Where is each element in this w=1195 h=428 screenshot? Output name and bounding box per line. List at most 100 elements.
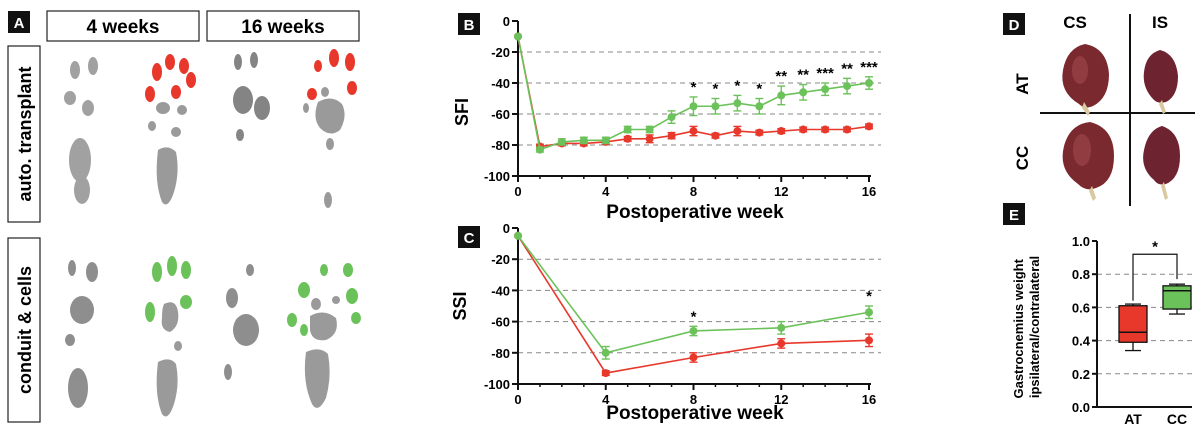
chart-b-data-point: [645, 134, 654, 143]
chart-e-ylabel-line-2: ipsilateral/contralateral: [1027, 256, 1042, 398]
chart-b-data-point: [623, 125, 632, 134]
chart-e-significance-bracket: [1132, 253, 1178, 301]
chart-c-y-tick-label: -60: [491, 315, 510, 330]
chart-b-data-point: [777, 127, 786, 136]
row-label-box-1: [7, 45, 41, 223]
chart-b-significance-marker: ***: [860, 59, 878, 76]
row-label-box-2: [7, 237, 41, 423]
chart-c-y-tick-label: -80: [491, 346, 510, 361]
chart-e-y-tick-label: 0.8: [1072, 267, 1090, 282]
chart-b-significance-marker: *: [691, 79, 697, 96]
chart-b-x-tick-label: 0: [514, 184, 521, 199]
row-label-conduit-cells: conduit & cells: [15, 266, 35, 394]
chart-c-ylabel: SSI: [450, 291, 470, 320]
footprint-silhouette-at-4w: [145, 54, 196, 205]
panel-a-letter: A: [14, 15, 25, 32]
chart-c-significance-marker: *: [866, 288, 872, 305]
chart-b-data-point: [711, 102, 720, 111]
chart-b-data-point: [645, 125, 654, 134]
footprint-silhouette-at-16w: [303, 49, 357, 208]
chart-e-x-tick-label: CC: [1167, 411, 1187, 427]
chart-b-significance-marker: ***: [816, 65, 834, 82]
chart-c-data-point: [777, 323, 786, 332]
chart-b-data-point: [711, 131, 720, 140]
chart-c-data-point: [689, 353, 698, 362]
chart-c-data-point: [601, 348, 610, 357]
chart-b-data-point: [755, 102, 764, 111]
chart-e: E Gastrocnemius weight ipsilateral/contr…: [1003, 203, 1192, 427]
chart-b-data-point: [865, 122, 873, 131]
footprint-silhouette-cc-4w: [145, 256, 192, 417]
footprint-ink-cc-4w: [65, 260, 98, 408]
footprint-ink-cc-16w: [224, 264, 259, 380]
chart-b-y-tick-label: -40: [491, 76, 510, 91]
chart-b-data-point: [799, 88, 808, 97]
panel-c-letter: C: [464, 230, 475, 247]
footprint-ink-at-16w: [233, 52, 270, 141]
chart-b-data-point: [601, 136, 610, 145]
chart-e-y-tick-label: 0.0: [1072, 400, 1090, 415]
chart-c-significance-marker: *: [691, 308, 697, 325]
col-label-is: IS: [1152, 13, 1168, 32]
chart-b-data-point: [733, 127, 742, 136]
chart-b-data-point: [579, 136, 588, 145]
chart-b-data-point: [821, 125, 830, 134]
chart-b-data-point: [689, 127, 698, 136]
chart-b-y-tick-label: -20: [491, 45, 510, 60]
chart-b-data-point: [514, 32, 522, 41]
chart-b-data-point: [799, 125, 808, 134]
panel-e-tag: E: [1003, 203, 1025, 225]
chart-c-data-point: [777, 339, 786, 348]
chart-c-y-tick-label: -100: [484, 377, 510, 392]
row-label-at: AT: [1013, 73, 1032, 95]
chart-e-y-tick-label: 0.6: [1072, 300, 1090, 315]
col-header-16-weeks: 16 weeks: [241, 17, 324, 38]
row-label-auto-transplant: auto. transplant: [15, 66, 35, 201]
panel-e-letter: E: [1009, 207, 1019, 224]
col-header-box-16w: [206, 10, 360, 42]
chart-b-significance-marker: **: [797, 67, 809, 84]
chart-b-x-tick-label: 12: [774, 184, 788, 199]
panel-a-tag: A: [8, 11, 30, 33]
muscle-at-cs: [1062, 44, 1109, 116]
chart-b-significance-marker: *: [713, 81, 719, 98]
col-header-box-4w: [46, 10, 200, 42]
chart-c-y-tick-label: -40: [491, 283, 510, 298]
chart-b-significance-marker: **: [775, 68, 787, 85]
col-header-4-weeks: 4 weeks: [87, 17, 160, 38]
chart-b-data-point: [733, 99, 742, 108]
chart-b-y-tick-label: 0: [503, 14, 510, 29]
chart-e-x-tick-label: AT: [1124, 411, 1142, 427]
row-label-cc: CC: [1013, 146, 1032, 171]
chart-c-data-point: [865, 336, 873, 345]
chart-e-significance-marker: *: [1152, 238, 1158, 255]
footprint-ink-at-4w: [64, 57, 98, 204]
chart-b-x-tick-label: 4: [602, 184, 610, 199]
chart-b-ylabel: SFI: [452, 98, 472, 126]
muscle-at-is: [1143, 50, 1178, 114]
chart-e-y-tick-label: 0.2: [1072, 367, 1090, 382]
chart-b-data-point: [667, 131, 676, 140]
chart-c-x-tick-label: 16: [862, 392, 876, 407]
chart-c-y-tick-label: -20: [491, 252, 510, 267]
chart-b-x-tick-label: 8: [690, 184, 697, 199]
chart-e-ylabel-line-1: Gastrocnemius weight: [1011, 258, 1026, 398]
chart-c-data-point: [601, 369, 610, 378]
chart-b-xlabel: Postoperative week: [606, 202, 784, 223]
col-label-cs: CS: [1063, 13, 1087, 32]
chart-b-data-point: [865, 79, 873, 87]
chart-c: C SSI Postoperative week 0 -20 -40 -60 -80 -1…: [450, 221, 881, 424]
chart-c-data-point: [865, 308, 873, 317]
chart-b-data-point: [843, 82, 852, 91]
panel-b-letter: B: [464, 17, 475, 34]
chart-b-data-point: [667, 113, 676, 122]
chart-c-y-tick-label: 0: [503, 221, 510, 236]
chart-b-data-point: [777, 91, 786, 100]
chart-b-y-tick-label: -80: [491, 138, 510, 153]
panel-d: D CS IS AT CC: [1003, 13, 1195, 206]
muscle-cc-cs: [1062, 122, 1114, 201]
chart-b: B SFI Postoperative week 0 -20 -40 -60 -80 -1…: [452, 13, 881, 223]
chart-b-data-point: [689, 102, 698, 111]
chart-b-significance-marker: **: [841, 60, 853, 77]
